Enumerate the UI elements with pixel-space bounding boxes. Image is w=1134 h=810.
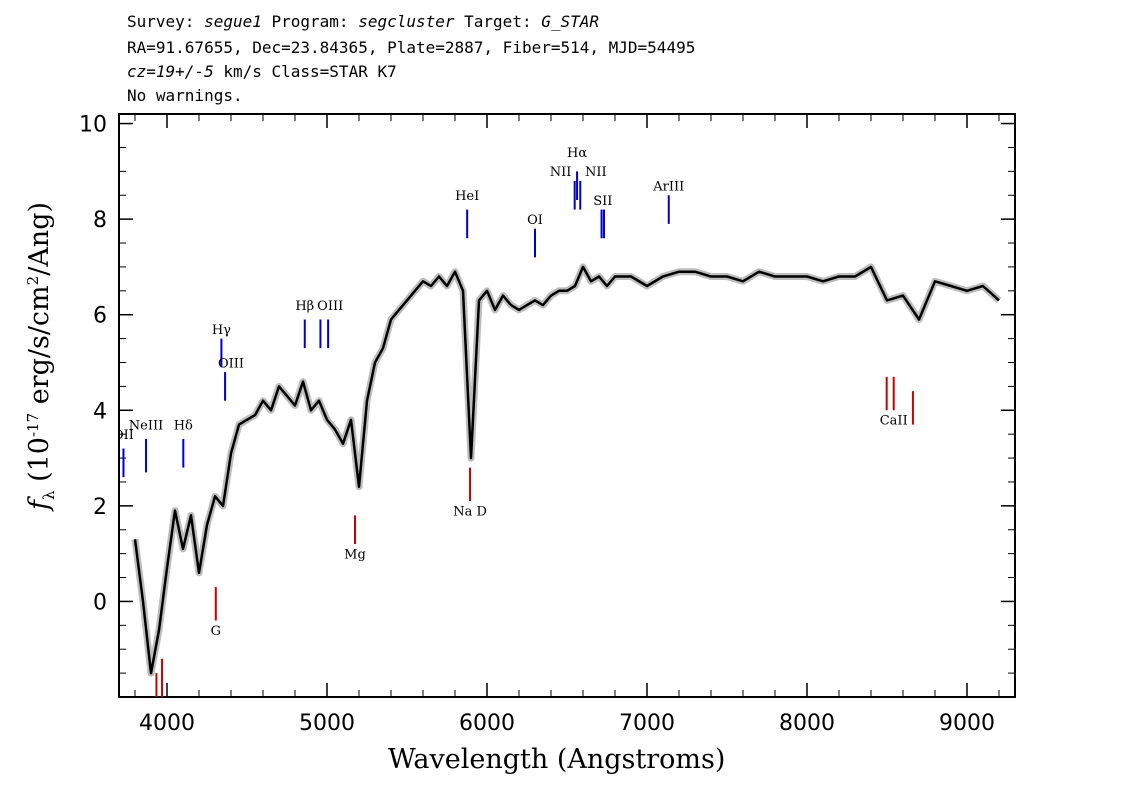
emission-line-label: SII: [593, 194, 612, 209]
header-line-coordinates: RA=91.67655, Dec=23.84365, Plate=2887, F…: [127, 38, 696, 57]
y-tick-label: 2: [93, 495, 107, 520]
program-name: segcluster: [358, 12, 455, 31]
absorption-line-label: G: [211, 624, 221, 639]
absorption-line-label: CaII: [880, 414, 908, 429]
y-tick-label: 4: [93, 399, 107, 424]
emission-line-label: HeI: [455, 189, 479, 204]
emission-line-label: Hδ: [174, 418, 193, 433]
flux-error-series-line: [131, 263, 1002, 677]
emission-line-label: OI: [527, 213, 543, 228]
redshift-value: cz=19+/-5: [127, 62, 214, 81]
x-tick-label: 4000: [139, 711, 195, 736]
emission-line-label: OIII: [218, 356, 244, 371]
y-axis-title: fλ (10-17 erg/s/cm2/Ang): [23, 201, 59, 511]
plot-frame: [118, 113, 1016, 698]
y-tick-label: 6: [93, 304, 107, 329]
y-tick-label: 10: [79, 113, 107, 138]
emission-line-label: OIII: [317, 299, 343, 314]
absorption-line-label: Na D: [453, 504, 487, 519]
x-tick-label: 8000: [779, 711, 835, 736]
absorption-line-label: Mg: [344, 547, 366, 562]
header-line-redshift-class: cz=19+/-5 km/s Class=STAR K7: [127, 63, 397, 81]
x-tick-label: 7000: [619, 711, 675, 736]
x-tick-label: 6000: [459, 711, 515, 736]
emission-line-label: NeIII: [129, 418, 163, 433]
y-tick-label: 0: [93, 590, 107, 615]
emission-line-label: Hβ: [295, 299, 314, 314]
emission-line-label: OII: [113, 428, 134, 443]
x-axis-title: Wavelength (Angstroms): [388, 744, 726, 775]
emission-line-label: ArIII: [652, 179, 684, 194]
y-tick-label: 8: [93, 208, 107, 233]
emission-line-label: Hγ: [212, 323, 231, 338]
emission-line-label: NII: [550, 165, 572, 180]
target-name: G_STAR: [541, 12, 600, 31]
header-line-survey: Survey: segue1 Program: segcluster Targe…: [127, 12, 600, 31]
emission-line-label: NII: [585, 165, 607, 180]
class-text: km/s Class=STAR K7: [213, 62, 397, 81]
x-tick-label: 9000: [939, 711, 995, 736]
header-line-warnings: No warnings.: [127, 86, 243, 105]
survey-name: segue1: [204, 12, 262, 31]
flux-series-line: [133, 265, 1000, 675]
emission-line-label: Hα: [567, 146, 587, 161]
x-tick-label: 5000: [299, 711, 355, 736]
